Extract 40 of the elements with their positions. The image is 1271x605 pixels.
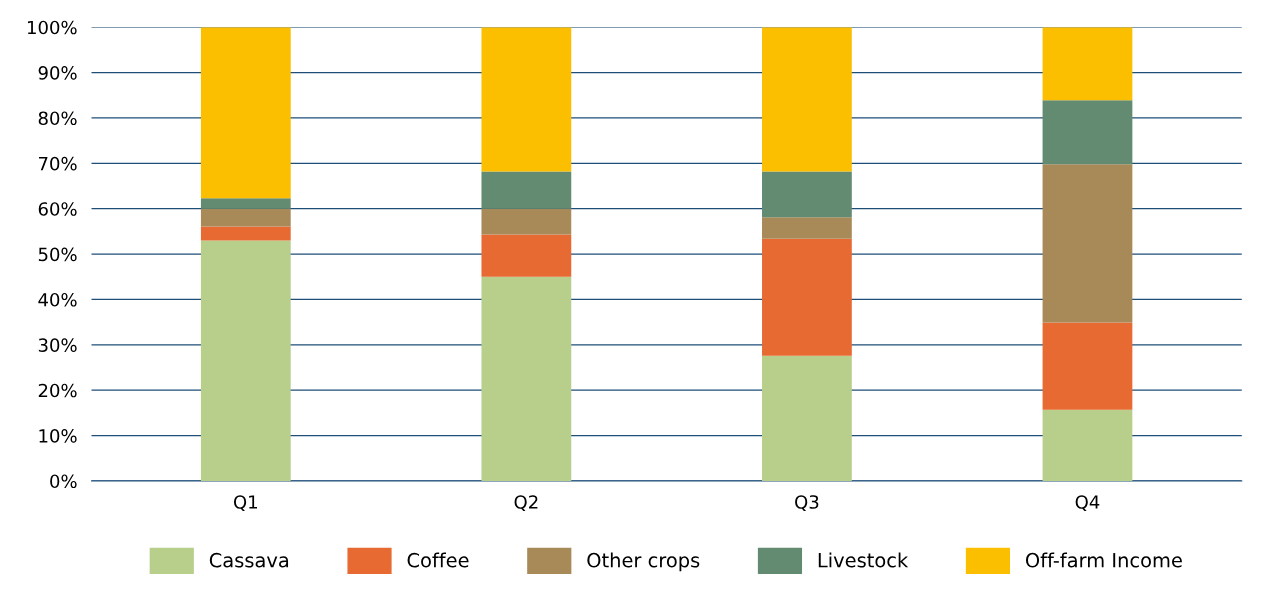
x-tick-label: Q4 [1075, 495, 1100, 511]
bar [762, 27, 852, 172]
legend-label: Livestock [818, 552, 909, 568]
y-tick-label: 0% [50, 474, 77, 489]
bar [1042, 322, 1133, 410]
bar [200, 226, 291, 241]
bar [200, 27, 291, 199]
y-tick-label: 50% [38, 247, 77, 262]
bar [200, 240, 291, 481]
bar [481, 234, 572, 277]
bar [200, 198, 291, 209]
bar [1042, 409, 1133, 481]
bar [762, 238, 852, 356]
legend-label: Coffee [407, 552, 469, 568]
bar [762, 171, 852, 218]
bar [481, 171, 572, 209]
bar [481, 208, 572, 235]
bar [200, 208, 291, 227]
bar [762, 355, 852, 481]
y-tick-label: 20% [38, 383, 77, 398]
legend-label: Off-farm Income [1025, 552, 1182, 568]
bar [481, 276, 572, 481]
y-tick-label: 100% [27, 20, 77, 35]
legend-label: Cassava [209, 552, 289, 568]
y-tick-label: 10% [39, 429, 77, 443]
y-tick-label: 40% [38, 292, 77, 307]
legend-label: Other crops [587, 552, 700, 572]
bar [1042, 164, 1133, 323]
x-tick-label: Q2 [514, 495, 538, 511]
y-tick-label: 30% [38, 338, 77, 352]
y-tick-label: 60% [38, 202, 77, 216]
bar [1042, 100, 1133, 165]
x-tick-label: Q3 [795, 495, 819, 511]
y-tick-label: 70% [38, 156, 77, 171]
x-tick-label: Q1 [233, 495, 257, 511]
bar [481, 27, 572, 172]
bar [762, 217, 852, 239]
y-tick-label: 90% [38, 66, 77, 80]
bar [1042, 27, 1133, 101]
y-tick-label: 80% [38, 111, 77, 126]
